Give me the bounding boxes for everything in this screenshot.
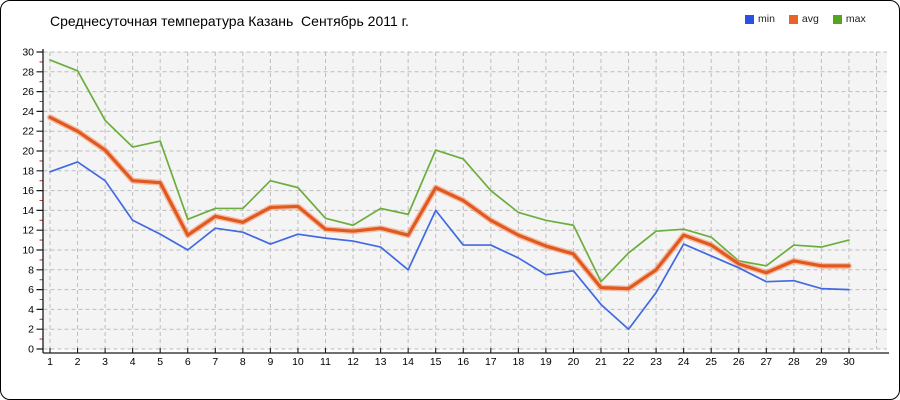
x-axis-label: 3 — [102, 356, 108, 368]
x-axis-label: 26 — [733, 356, 745, 368]
y-axis-minor-ticks — [39, 61, 43, 340]
legend-label-avg: avg — [801, 13, 819, 25]
x-axis-ticks — [49, 348, 850, 354]
x-axis-label: 10 — [292, 356, 304, 368]
x-axis-label: 23 — [650, 356, 662, 368]
y-axis-label: 10 — [22, 245, 34, 257]
legend-label-max: max — [845, 13, 866, 25]
avg-series-swatch-icon — [788, 14, 798, 24]
x-axis-label: 14 — [402, 356, 414, 368]
x-axis-label: 15 — [430, 356, 442, 368]
x-axis-label: 22 — [623, 356, 635, 368]
y-axis-label: 16 — [22, 185, 34, 197]
y-axis-label: 28 — [22, 66, 34, 78]
y-axis-label: 24 — [22, 106, 34, 118]
legend-item-max: max — [832, 13, 866, 25]
x-axis-label: 19 — [540, 356, 552, 368]
x-axis-label: 6 — [185, 356, 191, 368]
y-axis-label: 12 — [22, 225, 34, 237]
y-axis-label: 4 — [28, 304, 34, 316]
y-axis-label: 14 — [22, 205, 34, 217]
x-axis-label: 8 — [240, 356, 246, 368]
legend-label-min: min — [758, 13, 775, 25]
x-axis-label: 1 — [47, 356, 53, 368]
x-axis-label: 7 — [212, 356, 218, 368]
series-line-min — [49, 161, 850, 331]
x-axis-label: 16 — [457, 356, 469, 368]
x-axis-label: 24 — [678, 356, 690, 368]
chart-title: Среднесуточная температура Казань Сентяб… — [50, 13, 409, 29]
x-axis-label: 2 — [75, 356, 81, 368]
legend-item-min: min — [745, 14, 775, 25]
x-axis-label: 20 — [568, 356, 580, 368]
y-axis-label: 6 — [28, 284, 34, 296]
x-axis-label: 28 — [788, 356, 800, 368]
x-axis-label: 9 — [267, 356, 273, 368]
x-axis-label: 11 — [320, 356, 331, 368]
y-axis-label: 0 — [28, 344, 34, 356]
series-line-max — [49, 59, 850, 283]
y-axis-label: 18 — [22, 165, 34, 177]
y-axis-major-ticks — [36, 51, 43, 350]
x-axis-label: 25 — [705, 356, 717, 368]
chart-legend: min avg max — [745, 14, 866, 25]
y-axis-label: 2 — [28, 324, 34, 336]
x-axis-label: 12 — [347, 356, 359, 368]
max-series-swatch-icon — [832, 14, 842, 24]
x-axis-label: 18 — [513, 356, 525, 368]
min-series-swatch-icon — [745, 14, 754, 24]
x-axis-label: 17 — [485, 356, 497, 368]
x-axis-label: 13 — [375, 356, 387, 368]
y-axis-label: 8 — [28, 264, 34, 276]
x-axis-label: 29 — [816, 356, 828, 368]
x-axis-label: 27 — [760, 356, 772, 368]
series-line-avg — [48, 115, 851, 291]
x-axis-label: 30 — [843, 356, 855, 368]
y-axis-label: 30 — [22, 47, 34, 59]
y-axis-label: 26 — [22, 86, 34, 98]
x-axis-label: 21 — [595, 356, 607, 368]
y-axis-label: 20 — [22, 146, 34, 158]
y-axis-label: 22 — [22, 126, 34, 138]
legend-item-avg: avg — [788, 13, 819, 25]
x-axis-label: 4 — [130, 356, 136, 368]
x-axis-label: 5 — [157, 356, 163, 368]
